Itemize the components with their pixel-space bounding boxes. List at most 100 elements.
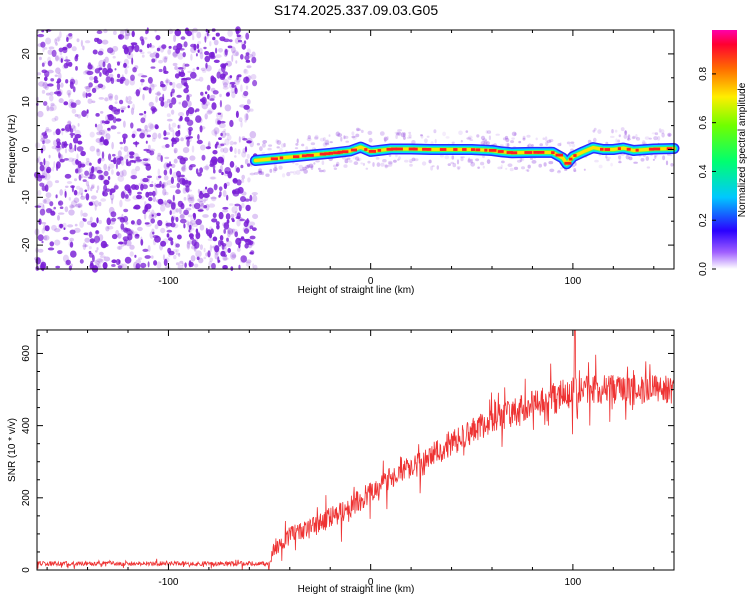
noise-blob [89, 145, 96, 152]
noise-blob [59, 158, 65, 163]
noise-blob [218, 48, 223, 53]
noise-blob [37, 248, 44, 253]
noise-blob [131, 168, 137, 176]
track-peak [390, 147, 398, 151]
noise-blob [80, 195, 86, 200]
noise-blob [199, 244, 203, 250]
noise-blob [157, 152, 161, 157]
noise-blob [162, 181, 167, 189]
noise-blob [199, 224, 205, 231]
noise-blob [124, 198, 131, 202]
noise-blob [543, 162, 547, 167]
noise-blob [164, 79, 171, 84]
noise-blob [177, 67, 184, 70]
noise-blob [183, 41, 188, 48]
noise-blob [41, 168, 46, 177]
noise-blob [220, 147, 225, 153]
noise-blob [40, 137, 46, 143]
noise-blob [286, 171, 291, 177]
noise-blob [209, 98, 215, 101]
noise-blob [244, 54, 250, 61]
noise-blob [188, 135, 192, 143]
noise-blob [242, 138, 248, 141]
noise-blob [119, 99, 124, 105]
noise-blob [509, 167, 514, 172]
noise-blob [177, 124, 180, 129]
noise-blob [195, 228, 199, 234]
noise-blob [156, 212, 161, 217]
noise-blob [91, 100, 96, 104]
noise-blob [144, 129, 152, 132]
noise-blob [177, 129, 181, 135]
noise-blob [231, 219, 235, 223]
noise-blob [222, 209, 229, 213]
noise-blob [186, 197, 193, 202]
colorbar: 0.00.20.40.60.8 Normalized spectral ampl… [698, 30, 748, 276]
track-peak [408, 147, 416, 151]
noise-blob [154, 182, 157, 190]
noise-blob [99, 251, 104, 256]
noise-blob [195, 250, 202, 258]
noise-blob [654, 132, 659, 136]
noise-blob [88, 62, 91, 67]
noise-blob [236, 179, 242, 186]
noise-blob [261, 142, 266, 148]
noise-blob [245, 261, 251, 267]
noise-blob [63, 227, 66, 230]
noise-blob [158, 68, 163, 73]
noise-blob [118, 246, 121, 250]
noise-blob [233, 141, 237, 145]
noise-blob [387, 160, 393, 165]
noise-blob [119, 141, 124, 145]
noise-blob [150, 66, 156, 69]
noise-blob [138, 257, 143, 260]
noise-blob [355, 127, 360, 132]
noise-blob [170, 239, 174, 246]
noise-blob [64, 126, 70, 133]
noise-blob [411, 157, 416, 162]
noise-blob [245, 85, 249, 90]
noise-blob [573, 169, 577, 173]
noise-blob [395, 132, 400, 136]
noise-blob [488, 135, 491, 141]
noise-blob [73, 189, 78, 196]
noise-blob [303, 169, 308, 174]
noise-blob [246, 153, 250, 159]
noise-blob [176, 43, 183, 50]
noise-blob [109, 49, 115, 56]
noise-blob [175, 243, 180, 248]
noise-blob [191, 223, 198, 228]
noise-blob [238, 237, 246, 241]
noise-blob [115, 155, 123, 160]
noise-blob [73, 227, 81, 233]
noise-blob [62, 47, 68, 54]
noise-blob [96, 148, 100, 153]
noise-blob [156, 90, 161, 97]
noise-blob [139, 196, 145, 200]
noise-blob [145, 140, 148, 144]
noise-blob [203, 46, 207, 50]
noise-blob [188, 136, 193, 139]
noise-blob [245, 52, 250, 56]
noise-blob [113, 30, 117, 35]
noise-blob [205, 186, 208, 190]
noise-blob [526, 134, 531, 138]
noise-blob [105, 70, 109, 77]
noise-blob [219, 112, 223, 120]
noise-blob [216, 121, 220, 124]
noise-blob [66, 37, 69, 42]
noise-blob [213, 39, 219, 46]
noise-blob [123, 62, 127, 68]
noise-blob [96, 185, 100, 191]
noise-blob [232, 190, 240, 197]
noise-blob [164, 191, 169, 196]
noise-blob [190, 46, 197, 54]
noise-blob [149, 231, 154, 239]
noise-blob [129, 151, 135, 156]
noise-blob [89, 131, 95, 138]
track-peak [413, 147, 418, 151]
noise-blob [617, 139, 621, 143]
noise-blob [175, 208, 179, 213]
noise-blob [173, 149, 177, 154]
noise-blob [169, 185, 177, 189]
